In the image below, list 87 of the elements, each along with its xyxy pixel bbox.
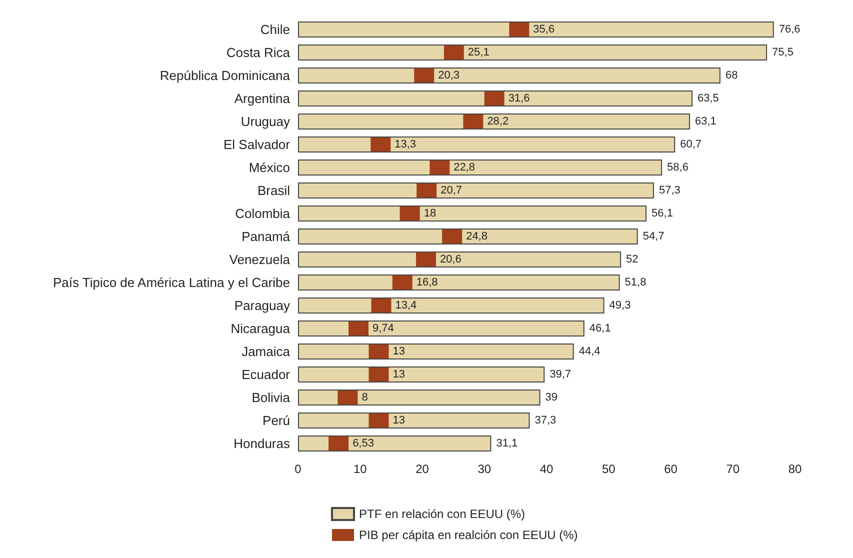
data-label: 20,7 [440, 184, 462, 196]
y-tick-label: Jamaica [242, 344, 291, 359]
data-label: 54,7 [642, 230, 664, 242]
y-tick-label: Brasil [257, 183, 290, 198]
x-tick-label: 40 [540, 462, 554, 476]
data-label: 63,5 [697, 92, 719, 104]
x-tick-label: 60 [664, 462, 678, 476]
bar [298, 206, 647, 222]
x-tick-label: 50 [602, 462, 616, 476]
bar [298, 90, 692, 106]
data-label: 68 [725, 70, 738, 82]
data-label: 16,8 [416, 276, 438, 288]
bar [298, 228, 638, 244]
data-label: 35,6 [533, 24, 555, 36]
data-label: 60,7 [680, 138, 702, 150]
bar [298, 366, 545, 382]
y-tick-label: Paraguay [234, 298, 290, 313]
data-label: 31,6 [508, 92, 530, 104]
data-label: 22,8 [454, 162, 476, 174]
data-label: 13,3 [394, 138, 416, 150]
bar [298, 44, 768, 60]
y-tick-label: Honduras [234, 436, 290, 451]
data-label: 51,8 [624, 276, 646, 288]
y-tick-label: Panamá [242, 229, 291, 244]
bar [298, 344, 574, 360]
data-label: 13 [392, 368, 406, 380]
data-label: 31,1 [496, 438, 518, 450]
x-tick-label: 10 [353, 462, 368, 476]
data-label: 58,6 [667, 162, 688, 174]
bar [298, 274, 620, 290]
y-tick-label: Bolivia [252, 390, 291, 405]
bar [298, 68, 720, 84]
y-tick-label: El Salvador [224, 137, 291, 152]
bar [298, 252, 622, 268]
data-label: 18 [424, 208, 436, 220]
bar [298, 320, 584, 336]
y-tick-label: Chile [260, 22, 290, 37]
data-label: 28,2 [487, 116, 509, 128]
data-label: 20,3 [438, 70, 460, 82]
data-label: 13,4 [395, 300, 417, 312]
data-label: 49,3 [609, 300, 631, 312]
y-tick-label: País Tipico de América Latina y el Caribe [52, 275, 290, 290]
data-label: 76,6 [778, 24, 800, 36]
y-tick-label: Uruguay [240, 114, 290, 129]
data-label: 13 [392, 346, 406, 358]
data-label: 39 [545, 392, 558, 404]
y-tick-label: Venezuela [229, 252, 291, 267]
data-label: 6,53 [352, 438, 374, 450]
y-tick-label: Costa Rica [226, 45, 291, 60]
legend-label: PTF en relación con EEUU (%) [359, 507, 526, 521]
y-tick-label: Nicaragua [230, 321, 291, 336]
data-label: 25,1 [468, 46, 490, 58]
data-label: 75,5 [772, 46, 794, 58]
y-tick-label: México [248, 160, 290, 175]
bar [298, 182, 654, 198]
data-label: 56,1 [652, 208, 673, 220]
y-tick-label: República Dominicana [160, 68, 291, 83]
data-label: 44,4 [578, 346, 600, 358]
y-tick-label: Argentina [234, 91, 291, 106]
bar [298, 136, 676, 152]
x-tick-label: 80 [788, 462, 802, 476]
data-label: 46,1 [589, 322, 611, 334]
legend-label: PIB per cápita en realción con EEUU (%) [359, 528, 578, 542]
data-label: 52 [626, 254, 638, 266]
data-label: 24,8 [466, 230, 488, 242]
x-tick-label: 30 [478, 462, 492, 476]
x-tick-label: 70 [726, 462, 740, 476]
bar [298, 160, 662, 176]
y-tick-label: Colombia [235, 206, 291, 221]
data-label: 9,74 [372, 322, 394, 334]
x-tick-label: 20 [416, 462, 430, 476]
bar [298, 22, 774, 38]
data-label: 37,3 [534, 414, 556, 426]
data-label: 39,7 [550, 368, 572, 380]
data-label: 8 [362, 392, 368, 404]
data-label: 57,3 [658, 184, 680, 196]
bar [298, 298, 604, 314]
x-tick-label: 0 [294, 462, 302, 476]
data-label: 63,1 [695, 116, 716, 128]
bar [298, 114, 690, 130]
data-label: 20,6 [440, 254, 462, 266]
bar [298, 436, 492, 452]
y-tick-label: Ecuador [242, 367, 291, 382]
bar [298, 390, 540, 406]
y-tick-label: Perú [262, 413, 290, 428]
bar [298, 412, 530, 428]
data-label: 13 [392, 414, 406, 426]
